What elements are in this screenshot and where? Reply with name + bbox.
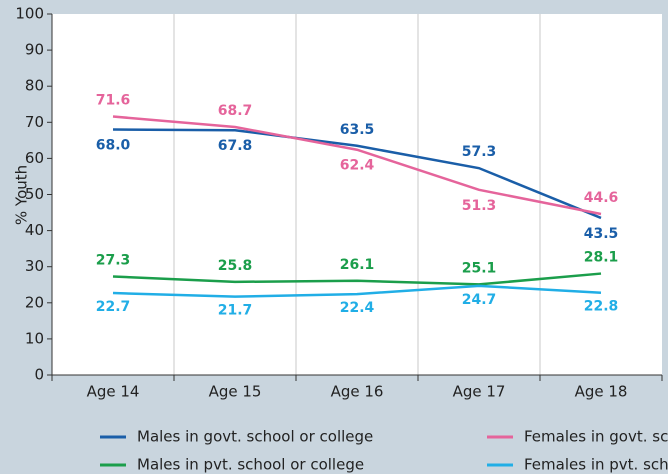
data-label: 25.8 [218, 258, 253, 274]
series-line [112, 272, 602, 286]
data-label: 22.4 [340, 300, 375, 316]
data-label: 68.7 [218, 103, 253, 119]
data-label: 28.1 [584, 250, 619, 266]
x-tick-label: Age 17 [453, 383, 506, 401]
data-label: 57.3 [462, 144, 497, 160]
data-label: 44.6 [584, 190, 619, 206]
data-label: 22.8 [584, 299, 619, 315]
legend-label: Females in govt. school or college [524, 428, 668, 446]
x-tick-label: Age 15 [209, 383, 262, 401]
data-label: 43.5 [584, 226, 619, 242]
x-tick-label: Age 16 [331, 383, 384, 401]
legend-label: Males in govt. school or college [137, 428, 373, 446]
y-tick-label: 50 [25, 185, 44, 203]
data-label: 67.8 [218, 138, 253, 154]
x-tick-label: Age 14 [87, 383, 140, 401]
y-tick-label: 0 [34, 366, 44, 384]
plot-area [52, 14, 662, 375]
data-label: 24.7 [462, 292, 497, 308]
data-label: 51.3 [462, 198, 497, 214]
data-label: 62.4 [340, 158, 375, 174]
data-label: 63.5 [340, 122, 375, 138]
legend-label: Females in pvt. school or college [524, 456, 668, 474]
y-tick-label: 90 [25, 41, 44, 59]
x-tick-label: Age 18 [575, 383, 628, 401]
y-tick-label: 10 [25, 329, 44, 347]
series-line [112, 284, 602, 298]
data-label: 21.7 [218, 303, 253, 319]
data-label: 27.3 [96, 252, 131, 268]
y-tick-label: 100 [15, 5, 44, 23]
y-tick-label: 80 [25, 77, 44, 95]
series-line [112, 115, 602, 216]
y-tick-label: 40 [25, 221, 44, 239]
legend-label: Males in pvt. school or college [137, 456, 364, 474]
data-label: 25.1 [462, 260, 497, 276]
y-tick-label: 60 [25, 149, 44, 167]
y-axis-label: % Youth [13, 165, 31, 225]
y-tick-label: 70 [25, 113, 44, 131]
data-label: 71.6 [96, 93, 131, 109]
y-tick-label: 30 [25, 257, 44, 275]
y-tick-label: 20 [25, 293, 44, 311]
data-label: 22.7 [96, 299, 131, 315]
series-line [112, 128, 602, 220]
data-label: 26.1 [340, 257, 375, 273]
data-label: 68.0 [96, 138, 131, 154]
